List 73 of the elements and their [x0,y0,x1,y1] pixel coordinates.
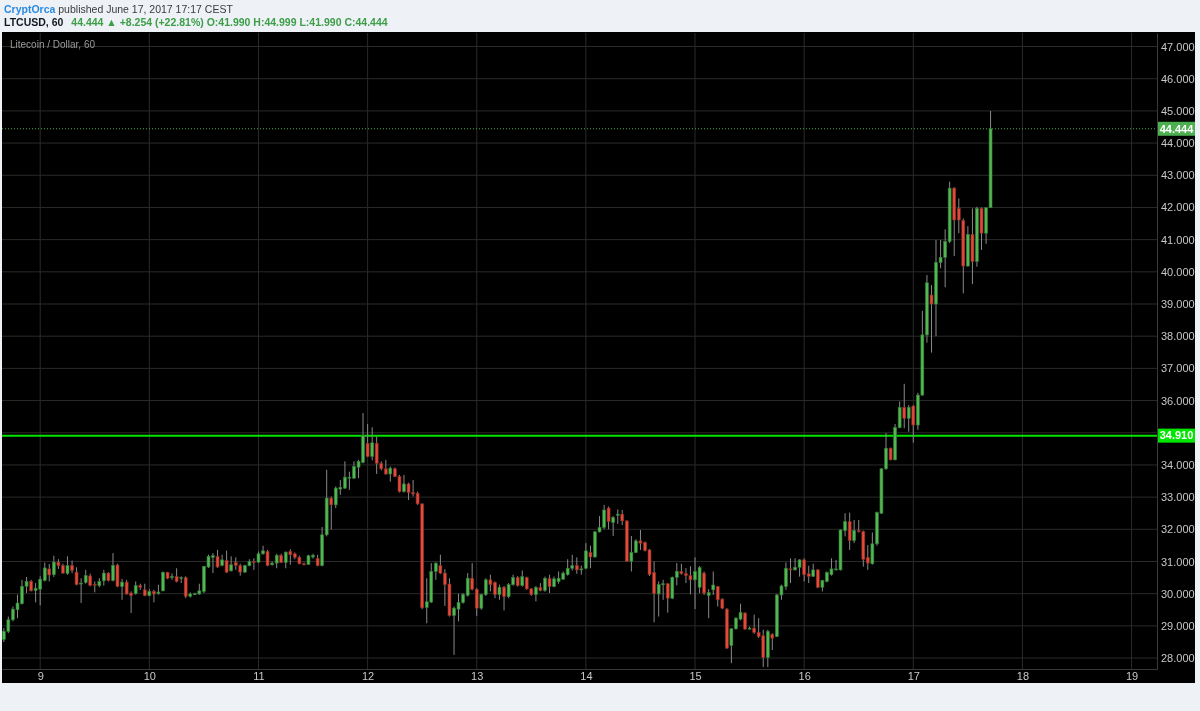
candlestick [702,570,706,596]
x-tick-label: 19 [1125,669,1139,682]
candlestick [370,426,374,461]
candlestick [111,552,115,582]
y-tick-label: 42.000 [1161,201,1195,214]
x-tick-label: 13 [471,669,484,682]
text: 44.444 ▲ +8.254 (+22.81%) O:41.990 H:44.999 L:41.990 C:44.444 [71,16,388,28]
candlestick [252,557,256,571]
candlestick [929,284,934,354]
chart-subtitle: LTCUSD, 60 [4,16,64,28]
y-tick-label: 29.000 [1161,619,1195,632]
candlestick [365,423,370,458]
x-tick-label: 10 [143,669,156,682]
y-tick-label: 47.000 [1161,40,1195,53]
candlestick [606,505,611,530]
candlestick [615,508,620,525]
candlestick [902,383,907,429]
candlestick [65,555,70,576]
candlestick [761,629,766,668]
candlestick [329,495,334,531]
x-tick-label: 14 [580,669,593,682]
candlestick [911,404,916,444]
candlestick [847,512,852,551]
candlestick [120,578,124,601]
y-tick-label: 32.000 [1161,523,1195,536]
candlestick [788,557,793,584]
candlestick [665,582,670,614]
y-tick-label: 36.000 [1161,394,1195,407]
candlestick [638,529,643,551]
candlestick [611,515,615,537]
x-tick-label: 9 [37,669,44,682]
y-tick-label: 37.000 [1161,362,1195,375]
y-tick-label: 39.000 [1161,298,1195,311]
candlestick [852,519,856,544]
candlestick [534,585,538,602]
y-tick-label: 33.000 [1161,491,1195,504]
y-tick-label: 38.000 [1161,330,1195,343]
candlestick [402,474,406,494]
x-tick-label: 18 [1016,669,1030,682]
x-tick-label: 16 [798,669,811,682]
candlestick [661,579,665,601]
candlestick [215,549,220,569]
y-tick-label: 43.000 [1161,169,1195,182]
candlestick [629,535,634,572]
y-tick-label: 31.000 [1161,555,1195,568]
candlestick [588,545,593,569]
candlestick [183,575,188,599]
candlestick [706,588,711,619]
annotation: Litecoin / Dollar, 60 [10,39,96,50]
candlestick [152,589,156,603]
y-tick-label: 28.000 [1161,652,1195,665]
y-tick-label: 34.000 [1161,458,1195,471]
candlestick [711,570,716,596]
y-tick-label: 46.000 [1161,72,1195,85]
candlestick [374,436,379,475]
candlestick [33,582,38,603]
x-tick-label: 12 [361,669,375,682]
candlestick [52,555,56,578]
candlestick [170,572,174,581]
y-tick-label: 45.000 [1161,104,1195,117]
chart-title: CryptOrca published June 17, 2017 17:17 CEST [4,3,234,15]
candlestick [547,574,552,594]
x-tick-label: 17 [907,669,920,682]
candlestick [502,585,506,611]
candlestick [656,580,661,618]
candlestick [688,565,693,595]
x-tick-label: 15 [689,669,702,682]
candlestick [906,404,911,433]
x-tick-label: 11 [253,669,265,682]
y-tick-label: 41.000 [1161,233,1195,246]
y-tick-label: 40.000 [1161,265,1195,278]
y-tick-label: 30.000 [1161,587,1195,600]
y-tick-label: 44.000 [1161,137,1195,150]
